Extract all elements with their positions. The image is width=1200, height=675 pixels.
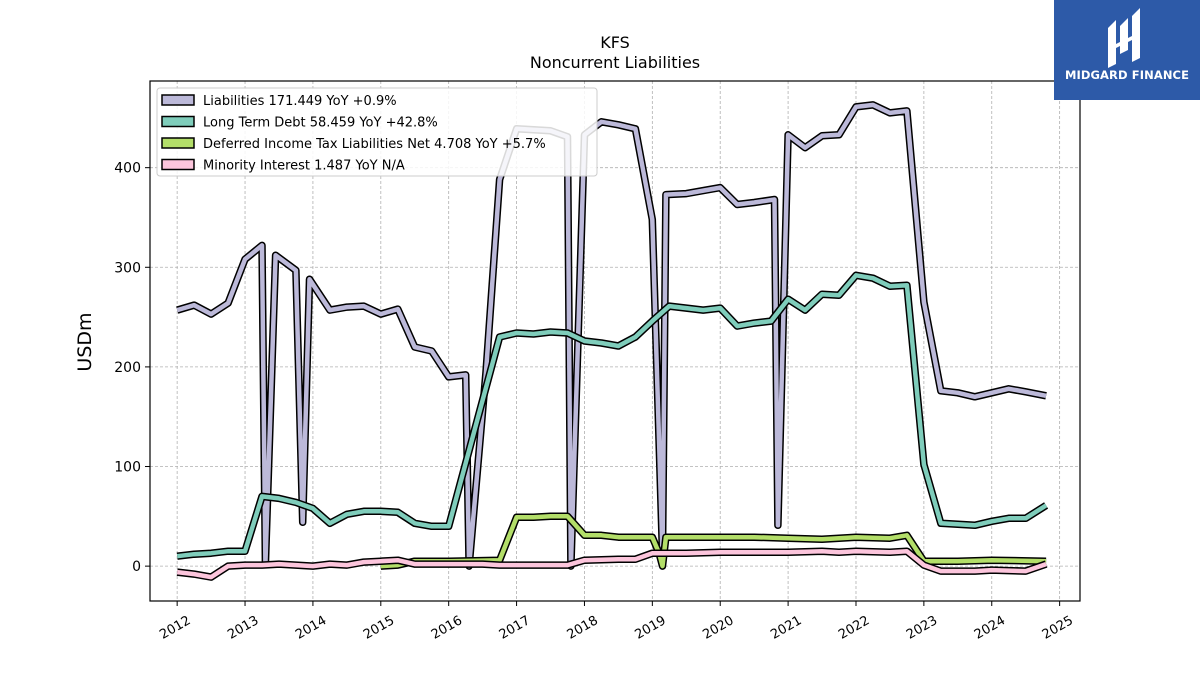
legend: Liabilities 171.449 YoY +0.9% Long Term D… [156,87,598,177]
legend-box [156,87,598,177]
x-tick-label: 2014 [293,613,329,643]
x-tick-label: 2012 [157,613,193,643]
x-tick-label: 2013 [225,613,261,643]
logo-text: MIDGARD FINANCE [1064,68,1190,82]
plot-frame [149,80,1081,602]
series-line-0 [176,102,1047,569]
x-tick-label: 2022 [836,613,872,643]
x-tick-label: 2020 [700,613,736,643]
y-tick-label: 200 [114,360,141,376]
legend-label-3: Minority Interest 1.487 YoY N/A [203,159,405,174]
x-tick-label: 2021 [768,613,804,643]
series-line-1 [176,273,1048,559]
legend-swatch-1 [161,115,195,128]
midgard-logo-icon [1108,8,1140,68]
x-axis-ticks: 2012 2013 2014 2015 2016 2017 2018 2019 2020 2021… [157,601,1076,643]
x-tick-label: 2019 [633,613,669,643]
series-line-2 [380,514,1047,569]
legend-swatch-2 [161,137,195,149]
x-tick-label: 2015 [361,613,397,643]
y-axis-label: USDm [74,312,96,371]
legend-label-2: Deferred Income Tax Liabilities Net 4.70… [203,137,546,152]
y-tick-label: 400 [114,161,141,177]
chart-subtitle: Noncurrent Liabilities [530,53,700,72]
y-axis-ticks: 0 100 200 300 400 [114,161,150,575]
series-lines [176,101,1049,581]
y-tick-label: 0 [132,559,141,575]
series-line-3 [176,548,1047,580]
chart-title: KFS [600,33,630,52]
legend-swatch-0 [161,94,195,106]
legend-label-0: Liabilities 171.449 YoY +0.9% [203,94,397,109]
legend-label-1: Long Term Debt 58.459 YoY +42.8% [203,116,438,131]
legend-swatch-3 [161,158,195,171]
x-tick-label: 2016 [429,613,465,643]
x-tick-label: 2018 [565,613,601,643]
x-tick-label: 2023 [904,613,940,643]
y-tick-label: 300 [114,260,141,276]
midgard-finance-logo: MIDGARD FINANCE [1054,0,1200,100]
x-tick-label: 2017 [497,613,533,643]
x-tick-label: 2024 [972,613,1008,643]
y-tick-label: 100 [114,460,141,476]
x-tick-label: 2025 [1040,613,1076,643]
